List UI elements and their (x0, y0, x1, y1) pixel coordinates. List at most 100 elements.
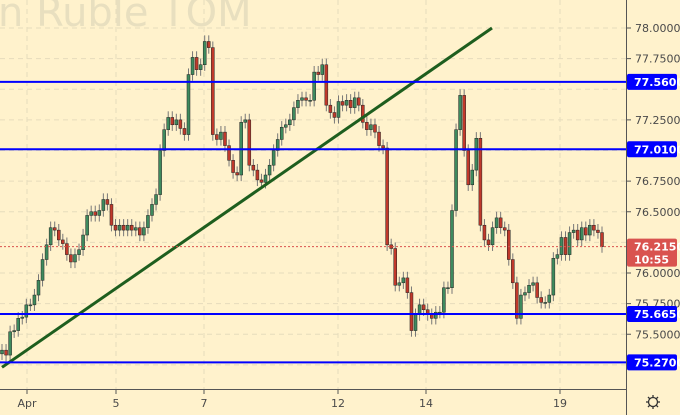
candle-body (255, 169, 260, 181)
candle-body (340, 101, 345, 106)
candle (275, 133, 280, 157)
candle-body (231, 160, 235, 173)
candle-body (89, 211, 93, 216)
time-axis[interactable]: Apr 5 7 12 14 19 (17, 389, 567, 410)
candle-body (292, 107, 296, 121)
candle (377, 126, 381, 152)
candle (227, 139, 231, 167)
candle-body (559, 237, 564, 255)
candle (4, 344, 8, 362)
candle-body (69, 254, 73, 263)
candle-body (539, 297, 543, 303)
candle-body (575, 229, 580, 241)
candle-body (551, 258, 556, 296)
grid (0, 0, 626, 389)
candle (121, 219, 126, 237)
candle-body (296, 100, 300, 108)
candle (381, 139, 385, 155)
candle (65, 237, 69, 261)
candle-body (490, 227, 495, 246)
candle (328, 99, 333, 119)
trend-line[interactable] (1, 26, 493, 369)
candle (385, 141, 389, 251)
candle-body (446, 287, 450, 289)
level-price-label: 77.5600 (634, 76, 680, 89)
candle-body (336, 101, 341, 118)
price-tick-label: 76.5000 (635, 206, 680, 219)
candle (336, 95, 341, 124)
candle (186, 68, 191, 141)
candle-body (405, 277, 410, 293)
candle-body (535, 282, 539, 298)
candle-body (421, 304, 426, 311)
candle-body (511, 259, 515, 284)
candle-body (381, 145, 385, 149)
candle (284, 118, 288, 134)
candle (211, 41, 215, 141)
candle (425, 303, 430, 321)
candles (0, 35, 604, 362)
candle (223, 126, 227, 152)
candle-body (81, 234, 85, 250)
level-price-tag (627, 354, 677, 371)
candle-body (235, 172, 239, 176)
candle-body (352, 97, 357, 108)
candle (154, 188, 158, 211)
candle (470, 163, 475, 191)
candle-body (543, 302, 547, 304)
candle-body (77, 249, 81, 255)
candle (207, 35, 211, 54)
candle (466, 144, 470, 191)
candle (429, 308, 434, 325)
candle-body (563, 237, 568, 255)
candle-body (494, 217, 499, 228)
candle (547, 288, 552, 309)
level-price-label: 77.0100 (634, 143, 680, 156)
time-tick-label: 19 (553, 397, 567, 410)
candle-body (413, 314, 418, 331)
candle (401, 271, 406, 289)
candle (142, 221, 146, 242)
candle (490, 221, 495, 251)
candle-body (401, 277, 406, 284)
candle-body (393, 248, 397, 286)
candle-body (442, 287, 446, 313)
candle-body (267, 164, 272, 176)
time-tick-label: 14 (419, 397, 433, 410)
candle (344, 94, 349, 112)
candle (308, 94, 312, 107)
price-axis[interactable]: 78.0000 77.7500 77.2500 76.7500 76.5000 76.00… (626, 22, 680, 341)
candle (16, 312, 20, 337)
candle-body (377, 131, 381, 146)
candle-body (4, 349, 8, 356)
candle (596, 224, 600, 239)
candle-body (462, 95, 466, 151)
candle (32, 288, 37, 311)
price-tick-label: 77.7500 (635, 53, 680, 66)
candle (474, 132, 479, 177)
candle (235, 166, 239, 182)
candle-body (24, 304, 29, 318)
candle (48, 221, 53, 251)
candle (125, 219, 130, 237)
candle (482, 219, 487, 247)
candle (20, 310, 25, 325)
candle (434, 306, 438, 325)
price-tick-label: 77.2500 (635, 114, 680, 127)
candle (202, 35, 207, 71)
candle-body (332, 112, 337, 118)
candle-body (527, 285, 531, 293)
candle-body (142, 227, 146, 236)
candle (129, 219, 134, 237)
candle (527, 279, 531, 299)
candle (36, 274, 41, 302)
settings-gear-icon[interactable] (646, 395, 660, 409)
candle (567, 226, 572, 261)
candle-body (170, 117, 175, 126)
candle (413, 308, 418, 337)
candle-body (316, 71, 320, 75)
candle-body (397, 282, 402, 286)
candle (288, 113, 292, 131)
